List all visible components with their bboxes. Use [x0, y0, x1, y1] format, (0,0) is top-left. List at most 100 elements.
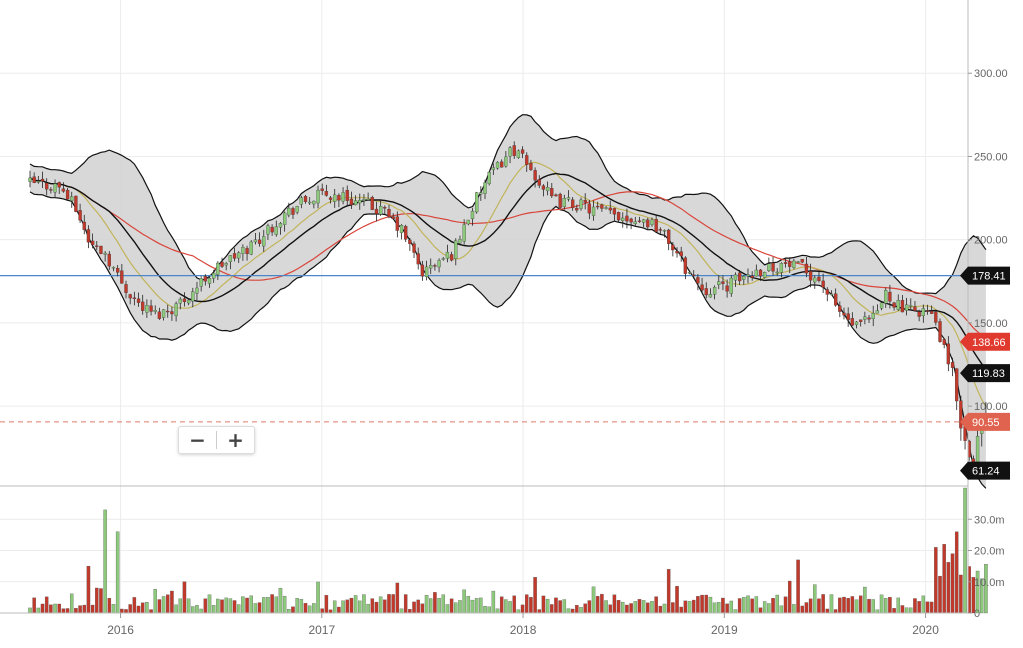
- candle-body: [228, 255, 233, 262]
- volume-tick-label: 20.0m: [974, 546, 1005, 558]
- candle-body: [942, 339, 946, 345]
- candle-body: [700, 284, 704, 291]
- candle-body: [249, 241, 253, 255]
- candle-body: [70, 196, 74, 201]
- volume-bar: [637, 599, 642, 614]
- candle-body: [641, 219, 646, 223]
- x-tick-label: 2017: [308, 623, 335, 637]
- volume-bar: [946, 562, 951, 614]
- volume-bar: [408, 609, 412, 614]
- badge-label: 119.83: [972, 368, 1005, 380]
- x-tick-label: 2018: [510, 623, 537, 637]
- volume-bar: [395, 582, 400, 614]
- candle-body: [633, 221, 637, 225]
- candle-body: [938, 321, 942, 342]
- candle-body: [241, 247, 245, 254]
- volume-bar: [49, 604, 53, 614]
- candle-body: [904, 304, 909, 311]
- badge-shape: [960, 412, 1010, 431]
- volume-bar: [366, 603, 370, 614]
- candle-body: [74, 195, 78, 212]
- candle-body: [583, 199, 587, 203]
- candle-body: [353, 200, 358, 206]
- volume-bar: [412, 601, 416, 614]
- candle-body: [132, 297, 137, 299]
- price-tick-label: 150.00: [974, 318, 1008, 330]
- volume-bar: [282, 595, 287, 614]
- volume-bar: [842, 596, 846, 614]
- zoom-out-button[interactable]: −: [189, 428, 206, 452]
- candle-body: [32, 176, 36, 183]
- candle-body: [667, 229, 671, 244]
- candle-body: [512, 145, 516, 156]
- volume-bar: [721, 597, 725, 614]
- candle-body: [541, 185, 546, 190]
- candle-body: [754, 269, 758, 277]
- candle-body: [320, 188, 324, 191]
- candle-body: [763, 272, 767, 278]
- volume-bar: [345, 599, 350, 614]
- candle-body: [78, 210, 82, 221]
- candle-body: [253, 239, 258, 243]
- volume-bar: [808, 598, 813, 614]
- volume-bar: [608, 604, 612, 614]
- candle-body: [529, 163, 533, 170]
- volume-bar: [316, 581, 320, 614]
- candle-body: [95, 245, 99, 247]
- volume-bar: [416, 599, 420, 614]
- volume-bar: [562, 599, 567, 614]
- volume-bar: [207, 594, 212, 614]
- candle-body: [333, 194, 337, 202]
- candle-body: [888, 291, 892, 302]
- volume-bar: [387, 594, 391, 614]
- candle-body: [107, 253, 111, 267]
- candle-body: [612, 208, 617, 215]
- volume-bar: [595, 596, 600, 614]
- volume-bar: [40, 603, 45, 614]
- candle-body: [934, 311, 938, 323]
- volume-bar: [132, 597, 137, 614]
- candle-body: [174, 303, 178, 317]
- candle-body: [483, 182, 487, 194]
- candle-body: [913, 306, 917, 311]
- candle-body: [767, 263, 771, 272]
- axis-badge: 90.55: [960, 412, 1010, 431]
- candle-body: [341, 192, 345, 202]
- candle-body: [282, 212, 287, 225]
- axis-badges: 178.41 138.66 119.83 90.55 61.24: [960, 266, 1010, 480]
- candle-body: [775, 271, 779, 274]
- volume-bar: [61, 608, 66, 614]
- volume-bar: [729, 600, 734, 614]
- candle-body: [575, 208, 579, 211]
- candle-body: [566, 197, 571, 200]
- candle-body: [149, 305, 153, 312]
- volume-bar: [792, 604, 796, 614]
- candle-body: [558, 193, 562, 208]
- volume-bar: [303, 603, 308, 614]
- candle-body: [875, 310, 880, 314]
- candle-body: [349, 198, 354, 206]
- candle-body: [608, 207, 612, 211]
- volume-bar: [925, 601, 930, 614]
- candle-body: [813, 277, 817, 283]
- volume-bar: [499, 596, 504, 614]
- volume-bar: [704, 594, 708, 614]
- candle-body: [111, 266, 116, 269]
- volume-bar: [199, 608, 203, 614]
- volume-bar: [211, 605, 216, 614]
- candle-body: [746, 274, 750, 277]
- volume-bar: [796, 559, 800, 614]
- badge-shape: [960, 364, 1010, 383]
- candle-body: [395, 216, 399, 231]
- zoom-in-button[interactable]: +: [227, 428, 244, 452]
- volume-bar: [550, 604, 554, 614]
- volume-bar: [241, 596, 245, 614]
- candle-body: [792, 260, 796, 268]
- volume-bar: [378, 596, 383, 614]
- volume-bar: [554, 597, 558, 614]
- candle-body: [796, 261, 800, 263]
- candle-body: [533, 170, 537, 181]
- volume-bar: [712, 602, 717, 614]
- volume-bar: [583, 603, 587, 614]
- candle-body: [441, 258, 445, 260]
